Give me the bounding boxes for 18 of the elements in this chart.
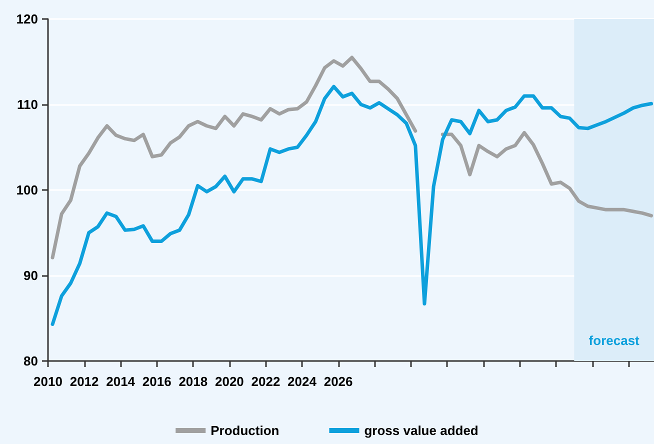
y-tick-label: 80	[24, 354, 38, 368]
y-tick-label: 120	[16, 12, 38, 26]
x-tick-label: 2026	[324, 374, 353, 389]
band-label: forecast	[588, 333, 640, 348]
y-tick-label: 110	[17, 97, 38, 112]
x-tick-label: 2024	[288, 374, 318, 389]
x-tick-label: 2020	[214, 374, 244, 389]
y-tick-label: 100	[16, 182, 38, 198]
x-tick-label: 2012	[70, 374, 99, 389]
legend-label: gross value added	[364, 423, 478, 438]
x-tick-label: 2018	[178, 374, 208, 389]
x-tick-label: 2010	[34, 374, 62, 389]
x-tick-label: 2014	[106, 374, 136, 389]
line-series	[50, 84, 654, 326]
legend-label: Production	[210, 423, 280, 438]
x-tick-label: 2016	[142, 374, 172, 389]
x-tick-label: 2022	[251, 374, 280, 389]
y-tick-label: 90	[24, 268, 38, 283]
